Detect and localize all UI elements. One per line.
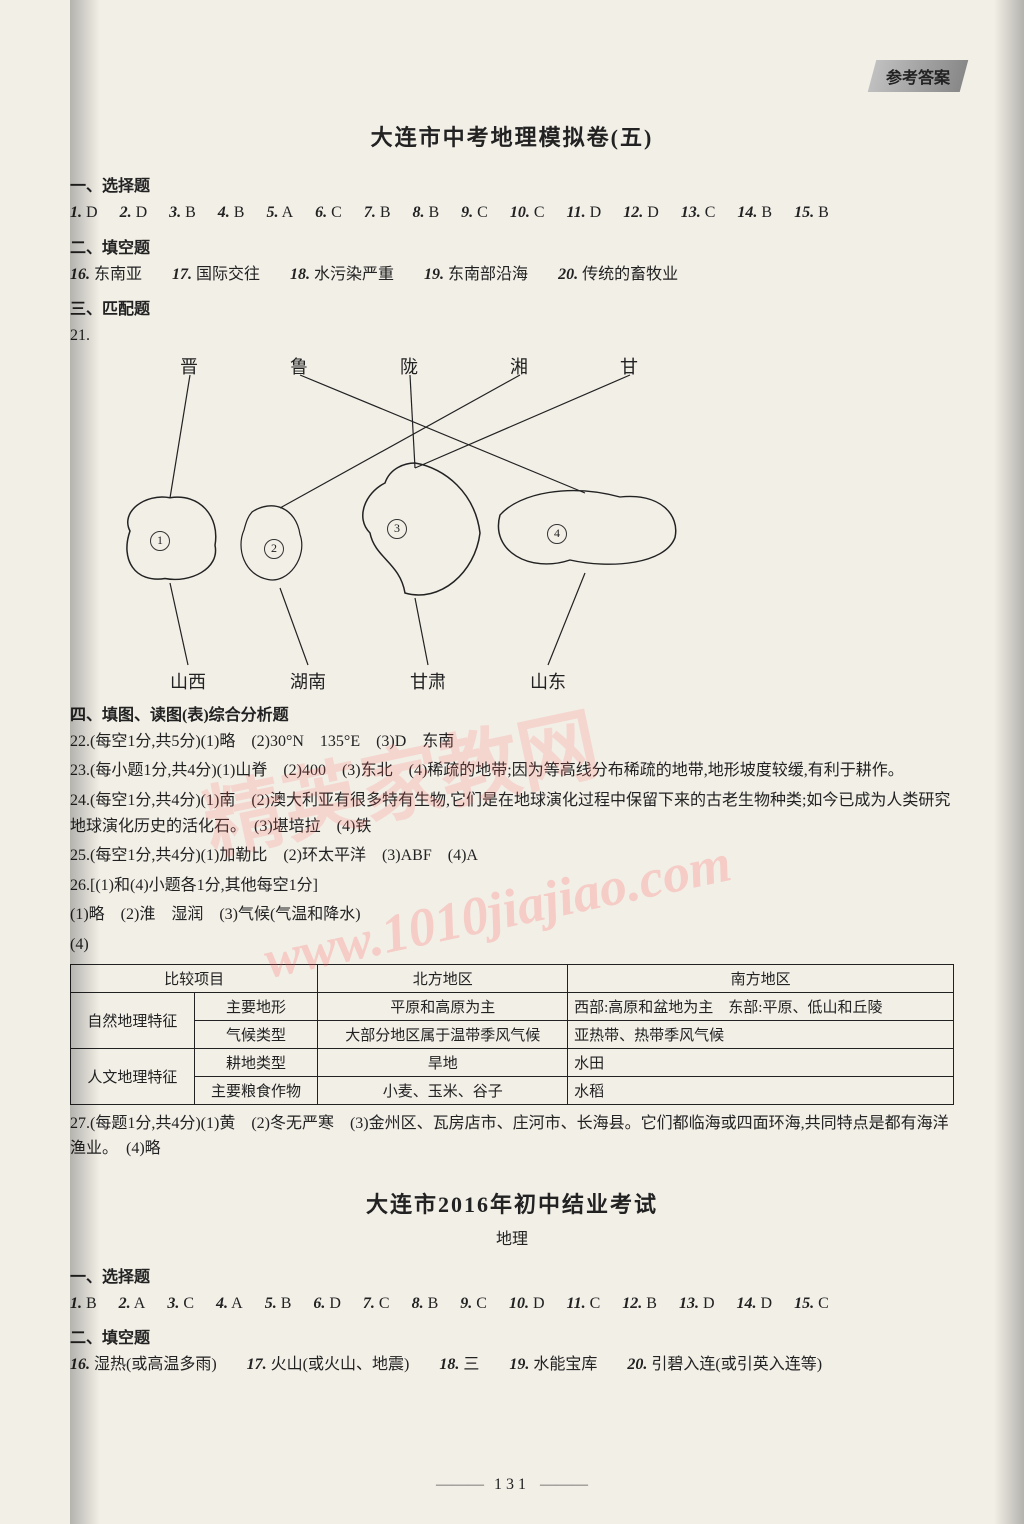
diagram-top-label: 湘 — [510, 353, 528, 379]
fill-item: 18. 三 — [439, 1356, 479, 1373]
mc-item: 12. B — [622, 1295, 657, 1312]
exam-answer-page: 参考答案 大连市中考地理模拟卷(五) 一、选择题 1. D2. D3. B4. … — [0, 0, 1024, 1524]
paper2-mc-answers: 1. B2. A3. C4. A5. B6. D7. C8. B9. C10. … — [70, 1291, 954, 1317]
paper2-fill-answers: 16. 湿热(或高温多雨)17. 火山(或火山、地震)18. 三19. 水能宝库… — [70, 1352, 954, 1378]
paper1-section1: 一、选择题 — [70, 172, 954, 196]
mc-item: 7. C — [363, 1295, 390, 1312]
fill-item: 20. 传统的畜牧业 — [558, 266, 678, 283]
mc-item: 10. D — [509, 1295, 545, 1312]
fill-item: 19. 东南部沿海 — [424, 266, 528, 283]
q26a: 26.[(1)和(4)小题各1分,其他每空1分] — [70, 873, 954, 899]
fill-item: 17. 火山(或火山、地震) — [247, 1356, 410, 1373]
scan-shadow-right — [994, 0, 1024, 1524]
fill-item: 18. 水污染严重 — [290, 266, 394, 283]
mc-item: 6. D — [313, 1295, 341, 1312]
mc-item: 4. B — [218, 204, 245, 221]
mc-item: 8. B — [412, 1295, 439, 1312]
paper2-section2: 二、填空题 — [70, 1324, 954, 1348]
header-tab: 参考答案 — [868, 60, 969, 92]
diagram-bottom-label: 湖南 — [290, 668, 326, 694]
paper2-title: 大连市2016年初中结业考试 — [70, 1187, 954, 1219]
mc-item: 8. B — [412, 204, 439, 221]
mc-item: 2. D — [120, 204, 148, 221]
q22: 22.(每空1分,共5分)(1)略 (2)30°N 135°E (3)D 东南 — [70, 729, 954, 755]
paper1-fill-answers: 16. 东南亚17. 国际交往18. 水污染严重19. 东南部沿海20. 传统的… — [70, 262, 954, 288]
diagram-bottom-label: 山西 — [170, 668, 206, 694]
diagram-lines — [90, 353, 790, 693]
q26b: (1)略 (2)淮 湿润 (3)气候(气温和降水) — [70, 902, 954, 928]
mc-item: 13. C — [681, 204, 716, 221]
province-marker: 1 — [150, 531, 170, 551]
q24: 24.(每空1分,共4分)(1)南 (2)澳大利亚有很多特有生物,它们是在地球演… — [70, 788, 954, 839]
mc-item: 5. A — [266, 204, 293, 221]
province-marker: 2 — [264, 539, 284, 559]
mc-item: 14. D — [737, 1295, 773, 1312]
scan-shadow-left — [70, 0, 100, 1524]
paper1-section3: 三、匹配题 — [70, 295, 954, 319]
q27: 27.(每题1分,共4分)(1)黄 (2)冬无严寒 (3)金州区、瓦房店市、庄河… — [70, 1111, 954, 1162]
province-marker: 4 — [547, 524, 567, 544]
diagram-top-label: 甘 — [620, 353, 638, 379]
paper1-title: 大连市中考地理模拟卷(五) — [70, 120, 954, 152]
mc-item: 14. B — [737, 204, 772, 221]
mc-item: 5. B — [265, 1295, 292, 1312]
fill-item: 19. 水能宝库 — [509, 1356, 597, 1373]
mc-item: 11. C — [567, 1295, 601, 1312]
mc-item: 7. B — [364, 204, 391, 221]
mc-item: 6. C — [315, 204, 342, 221]
paper1-section4: 四、填图、读图(表)综合分析题 — [70, 701, 954, 725]
header-tab-text: 参考答案 — [886, 64, 950, 88]
q21-label: 21. — [70, 323, 954, 349]
paper2-subject: 地理 — [70, 1225, 954, 1249]
diagram-top-label: 晋 — [180, 353, 198, 379]
mc-item: 4. A — [216, 1295, 243, 1312]
paper2-section1: 一、选择题 — [70, 1263, 954, 1287]
diagram-top-label: 陇 — [400, 353, 418, 379]
diagram-bottom-label: 甘肃 — [410, 668, 446, 694]
mc-item: 12. D — [623, 204, 659, 221]
diagram-bottom-label: 山东 — [530, 668, 566, 694]
q23: 23.(每小题1分,共4分)(1)山脊 (2)400 (3)东北 (4)稀疏的地… — [70, 758, 954, 784]
q26c: (4) — [70, 932, 954, 958]
fill-item: 17. 国际交往 — [172, 266, 260, 283]
mc-item: 15. C — [794, 1295, 829, 1312]
mc-item: 3. B — [169, 204, 196, 221]
q25: 25.(每空1分,共4分)(1)加勒比 (2)环太平洋 (3)ABF (4)A — [70, 843, 954, 869]
mc-item: 9. C — [460, 1295, 487, 1312]
mc-item: 3. C — [167, 1295, 194, 1312]
paper1-section2: 二、填空题 — [70, 234, 954, 258]
comparison-table: 比较项目北方地区南方地区自然地理特征主要地形平原和高原为主西部:高原和盆地为主 … — [70, 964, 954, 1105]
page-number: 131 — [0, 1476, 1024, 1494]
matching-diagram: 1 2 3 4 晋 鲁 陇 湘 甘山西 湖南 甘肃 山东 — [90, 353, 790, 693]
mc-item: 9. C — [461, 204, 488, 221]
fill-item: 20. 引碧入连(或引英入连等) — [627, 1356, 822, 1373]
mc-item: 10. C — [510, 204, 545, 221]
mc-item: 15. B — [794, 204, 829, 221]
mc-item: 11. D — [567, 204, 602, 221]
paper1-mc-answers: 1. D2. D3. B4. B5. A6. C7. B8. B9. C10. … — [70, 200, 954, 226]
province-marker: 3 — [387, 519, 407, 539]
mc-item: 2. A — [119, 1295, 146, 1312]
mc-item: 13. D — [679, 1295, 715, 1312]
diagram-top-label: 鲁 — [290, 353, 308, 379]
